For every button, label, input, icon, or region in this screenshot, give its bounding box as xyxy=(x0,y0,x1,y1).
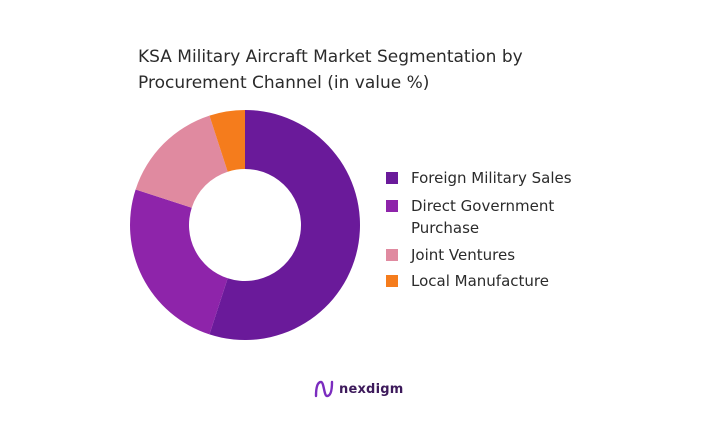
brand-footer: nexdigm xyxy=(314,378,403,400)
legend-label: Joint Ventures xyxy=(411,246,516,264)
brand-name: nexdigm xyxy=(339,381,404,397)
donut-chart xyxy=(130,110,361,340)
legend-swatch xyxy=(386,200,398,212)
donut-slice-local-manufacture xyxy=(209,110,245,172)
legend-label-line-2: Purchase xyxy=(411,219,480,237)
legend-label-line-1: Direct Government xyxy=(411,197,555,215)
donut-slice-joint-ventures xyxy=(135,115,228,208)
chart-title-line-1: KSA Military Aircraft Market Segmentatio… xyxy=(138,47,523,67)
chart-legend: Foreign Military Sales Direct Government… xyxy=(382,167,592,298)
donut-slice-direct-government-purchase xyxy=(130,189,228,335)
chart-title-line-2: Procurement Channel (in value %) xyxy=(138,73,430,93)
legend-item-foreign-military-sales: Foreign Military Sales xyxy=(382,167,592,189)
legend-label: Foreign Military Sales xyxy=(411,169,572,187)
legend-item-joint-ventures: Joint Ventures xyxy=(382,244,592,266)
legend-swatch xyxy=(386,172,398,184)
legend-label: Local Manufacture xyxy=(411,272,549,290)
legend-swatch xyxy=(386,275,398,287)
donut-slice-foreign-military-sales xyxy=(209,110,361,340)
nexdigm-logo-icon xyxy=(314,380,334,398)
chart-title: KSA Military Aircraft Market Segmentatio… xyxy=(138,44,618,96)
legend-item-local-manufacture: Local Manufacture xyxy=(382,270,592,292)
legend-item-direct-government-purchase: Direct Government Purchase xyxy=(382,195,592,239)
legend-swatch xyxy=(386,249,398,261)
